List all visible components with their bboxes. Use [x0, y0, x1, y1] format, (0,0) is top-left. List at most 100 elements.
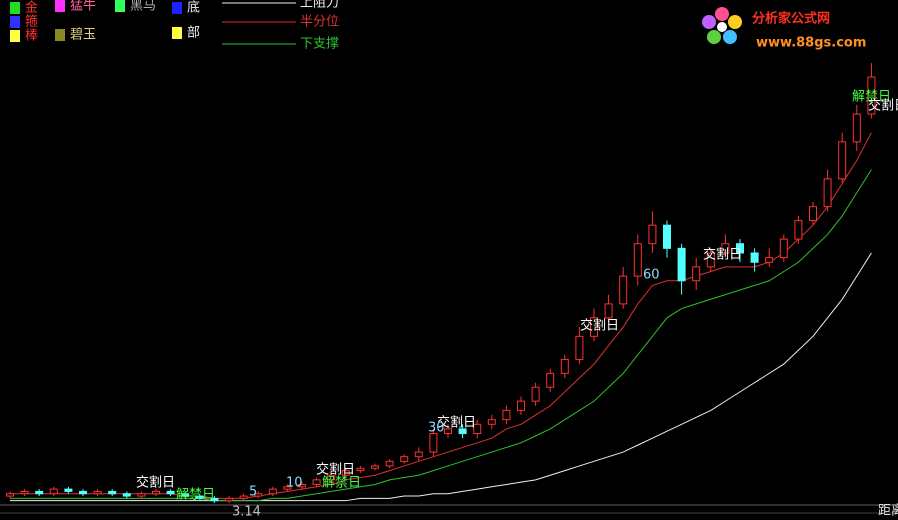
candle-body: [677, 247, 686, 282]
candle-body: [765, 257, 774, 263]
candle-body: [736, 243, 744, 254]
candle-body: [35, 490, 44, 495]
candle-body: [502, 409, 511, 421]
candle-body: [692, 266, 701, 282]
legend-label: 上阻力: [300, 0, 339, 11]
candle-body: [750, 252, 759, 263]
candle-body: [298, 483, 306, 488]
legend-swatch: [10, 2, 20, 14]
candle-body: [414, 451, 423, 458]
candle-body: [517, 400, 525, 411]
logo-name: 分析家公式网: [752, 11, 830, 27]
legend-swatch: [115, 0, 125, 12]
legend-label: 猛牛: [70, 0, 96, 14]
candle-body: [371, 465, 379, 469]
logo-icon: [702, 7, 742, 44]
candle-body: [458, 428, 467, 435]
legend-label: 金: [25, 0, 38, 16]
candle-body: [225, 497, 233, 502]
legend-swatch: [10, 16, 20, 28]
candle-body: [93, 490, 102, 495]
candle-body: [152, 490, 160, 495]
candle-body: [356, 467, 365, 472]
legend-swatch: [172, 2, 182, 14]
legend-swatch: [172, 27, 182, 39]
candle-body: [444, 428, 452, 435]
legend-label: 半分位: [300, 15, 339, 30]
candle-body: [546, 372, 555, 388]
candle-body: [633, 243, 642, 277]
candle-body: [312, 479, 321, 485]
annotation: 交割日: [703, 247, 742, 263]
candle-body: [794, 220, 803, 240]
candle-body: [239, 495, 248, 499]
candle-body: [79, 490, 87, 495]
legend-label: 底: [187, 0, 200, 16]
candle-body: [385, 460, 394, 467]
candle-body: [706, 252, 715, 268]
annotation: 交割日: [437, 415, 476, 431]
candle-body: [49, 488, 58, 495]
candle-body: [779, 238, 788, 259]
candle-body: [122, 493, 131, 497]
candle-body: [166, 490, 175, 495]
candle-body: [838, 141, 847, 180]
candle-body: [809, 206, 817, 222]
candle-body: [867, 76, 876, 115]
candle-body: [473, 423, 482, 435]
candle-body: [429, 433, 438, 453]
candle-body: [531, 386, 540, 402]
candle-body: [327, 474, 336, 481]
candle-body: [619, 275, 628, 305]
candle-body: [195, 495, 204, 499]
annotation: 交割日: [868, 98, 898, 114]
candle-body: [181, 493, 190, 497]
candle-body: [268, 488, 277, 495]
candle-body: [590, 317, 598, 337]
indicator-line: [10, 132, 872, 499]
legend-label: 部: [187, 26, 200, 41]
candle-body: [283, 486, 292, 490]
candle-body: [64, 488, 73, 492]
candle-body: [852, 113, 861, 143]
legend-label: 箍: [25, 14, 38, 30]
candle-body: [575, 335, 584, 360]
legend-label: 棒: [25, 29, 38, 44]
candle-body: [663, 224, 671, 249]
candle-body: [487, 419, 496, 425]
candle-body: [254, 493, 263, 497]
candle-body: [721, 243, 730, 254]
legend-swatch: [55, 0, 65, 12]
indicator-line: [10, 252, 872, 502]
candle-body: [137, 493, 146, 497]
annotation: 交割日: [580, 318, 619, 334]
candle-body: [20, 490, 29, 495]
annotation: 交割日: [136, 475, 175, 491]
marker-label: 10: [286, 476, 303, 491]
candle-body: [6, 493, 14, 497]
marker-label: 60: [643, 268, 660, 283]
annotation: 交割日: [316, 462, 355, 478]
legend-swatch: [10, 30, 20, 42]
candle-body: [341, 470, 350, 476]
candle-body: [400, 456, 409, 462]
legend-label: 碧玉: [70, 28, 96, 43]
candle-body: [560, 358, 569, 374]
logo-url: www.88gs.com: [756, 36, 866, 51]
candle-body: [648, 224, 657, 245]
candle-body: [210, 497, 219, 502]
candle-body: [108, 490, 117, 495]
indicator-line: [10, 169, 872, 502]
marker-label: 5: [249, 485, 257, 500]
marker-label: 30: [428, 421, 445, 436]
legend-swatch: [55, 29, 65, 41]
candle-body: [823, 178, 832, 208]
footer-label: 距离: [878, 503, 898, 519]
annotation: 解禁日: [176, 488, 215, 503]
legend-label: 下支撑: [300, 37, 339, 52]
candle-body: [604, 303, 613, 319]
annotation: 解禁日: [322, 476, 361, 491]
footer-label: 3.14: [232, 505, 261, 520]
annotation: 解禁日: [852, 90, 891, 105]
